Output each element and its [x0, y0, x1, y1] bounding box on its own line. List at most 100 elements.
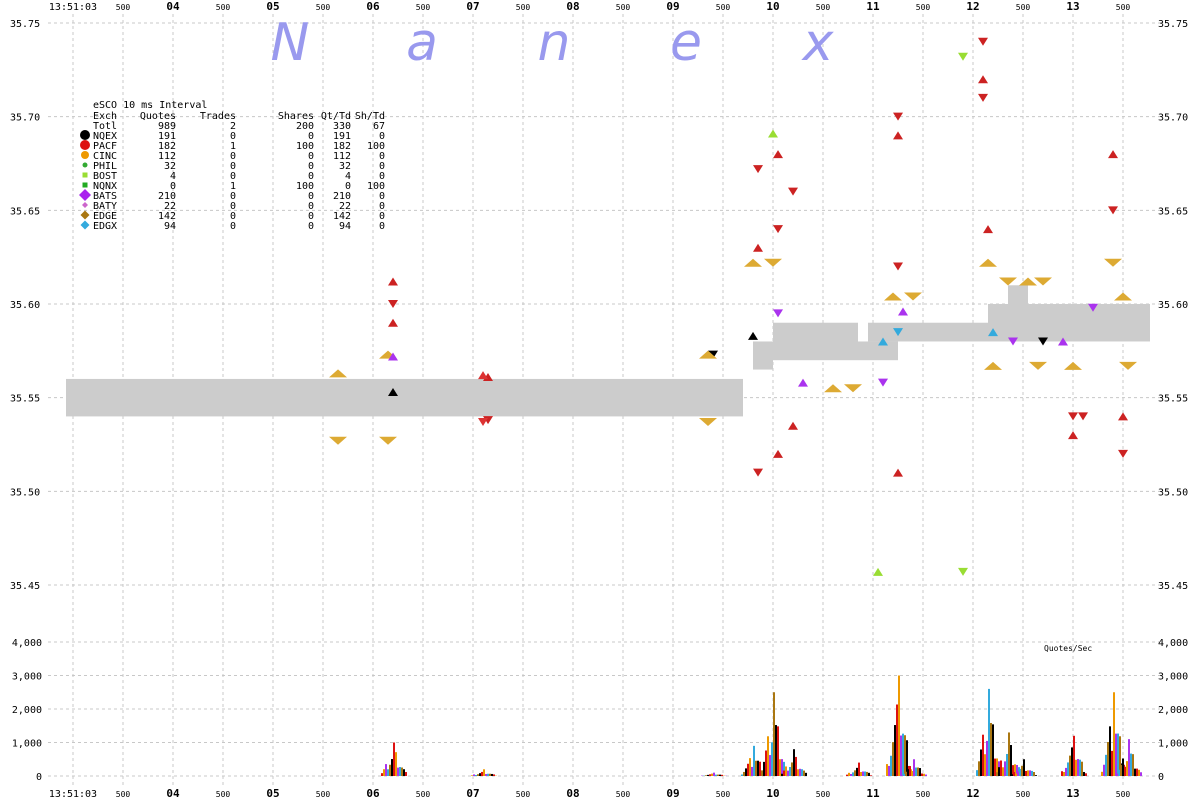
volume-bar [917, 767, 919, 776]
volume-bar [1136, 768, 1138, 776]
volume-bar [996, 758, 998, 776]
legend-cell: 22 [339, 201, 351, 212]
volume-bar [864, 771, 866, 776]
legend-cell: 0 [230, 191, 236, 202]
volume-bar [905, 771, 907, 776]
volume-bar [1025, 770, 1027, 776]
volume-tick-label-left: 0 [36, 772, 42, 783]
quote-marker [768, 129, 778, 138]
volume-bar [797, 769, 799, 776]
legend-header: Shares [278, 111, 314, 122]
volume-bar [387, 769, 389, 776]
volume-bar [1027, 770, 1029, 776]
price-tick-label-right: 35.65 [1158, 206, 1188, 217]
quote-marker [983, 225, 993, 234]
legend-cell: 191 [333, 131, 351, 142]
volume-bar [781, 773, 783, 776]
legend-cell: 182 [333, 141, 351, 152]
volume-bar [1035, 775, 1037, 776]
watermark-letter: e [670, 13, 702, 73]
volume-bar [1134, 768, 1136, 776]
watermark-letter: n [538, 13, 571, 73]
time-tick-label-bottom: 07 [466, 787, 479, 800]
price-tick-label-left: 35.45 [10, 581, 40, 592]
quote-marker [978, 75, 988, 84]
quote-marker [893, 112, 903, 121]
volume-tick-label-right: 0 [1158, 772, 1164, 783]
volume-bar [1109, 726, 1111, 776]
volume-bar [473, 774, 475, 776]
legend-cell: 0 [345, 181, 351, 192]
quote-marker [1108, 150, 1118, 159]
legend-cell: 0 [308, 201, 314, 212]
time-tick-label-top: 500 [416, 3, 431, 12]
volume-bar [1124, 766, 1126, 776]
volume-bar [777, 726, 779, 776]
volume-bar [1081, 761, 1083, 776]
volume-bar [1075, 759, 1077, 776]
time-tick-label-top: 500 [616, 3, 631, 12]
time-tick-label-top: 08 [566, 0, 579, 13]
volume-bar [1031, 770, 1033, 776]
quote-marker [878, 337, 888, 346]
quote-marker [878, 378, 888, 387]
volume-bar [1085, 773, 1087, 776]
volume-bar [785, 766, 787, 776]
time-tick-label-top: 10 [766, 0, 779, 13]
time-tick-label-top: 05 [266, 0, 279, 13]
price-tick-label-left: 35.75 [10, 19, 40, 30]
volume-bar [1130, 753, 1132, 776]
volume-bar [1012, 765, 1014, 776]
legend-cell: 100 [296, 181, 314, 192]
time-tick-label-bottom: 500 [216, 790, 231, 799]
quote-marker [958, 52, 968, 61]
volume-bar [1021, 765, 1023, 776]
quote-marker [1104, 258, 1122, 267]
volume-bar [1006, 753, 1008, 776]
volume-bar [1079, 759, 1081, 776]
legend-cell: 0 [379, 211, 385, 222]
time-tick-label-top: 500 [716, 3, 731, 12]
volume-bar [986, 740, 988, 776]
time-tick-label-top: 500 [216, 3, 231, 12]
volume-bar [471, 775, 473, 776]
time-tick-label-bottom: 500 [116, 790, 131, 799]
volume-bar [896, 704, 898, 776]
volume-bar [717, 774, 719, 776]
volume-bar [1013, 772, 1015, 776]
volume-bar [799, 768, 801, 776]
volume-bar [479, 773, 481, 776]
volume-bar [787, 770, 789, 776]
legend-cell: 210 [333, 191, 351, 202]
legend-marker [82, 202, 88, 208]
volume-bar [745, 768, 747, 776]
quote-marker [788, 421, 798, 430]
legend-marker [82, 182, 88, 188]
volume-bar [1004, 761, 1006, 776]
quote-marker [798, 378, 808, 387]
legend-cell: 0 [230, 211, 236, 222]
volume-bar [487, 773, 489, 776]
volume-bar [852, 772, 854, 776]
volume-bar [994, 758, 996, 776]
volume-bar [1117, 733, 1119, 776]
volume-bar [747, 763, 749, 776]
quote-marker [744, 258, 762, 267]
legend-cell: 94 [339, 221, 351, 232]
legend-cell: 0 [379, 151, 385, 162]
quote-marker [708, 350, 718, 359]
legend-cell: 0 [230, 161, 236, 172]
quote-marker [1019, 277, 1037, 286]
quote-marker [1068, 431, 1078, 440]
nbbo-band [1008, 285, 1028, 323]
quote-marker [904, 292, 922, 301]
legend-cell: 112 [158, 151, 176, 162]
legend-cell: 0 [308, 191, 314, 202]
quote-marker [478, 371, 488, 380]
volume-bar [992, 724, 994, 776]
price-tick-label-left: 35.50 [10, 487, 40, 498]
volume-bar [713, 772, 715, 776]
quote-marker [753, 243, 763, 252]
volume-bar [491, 773, 493, 776]
